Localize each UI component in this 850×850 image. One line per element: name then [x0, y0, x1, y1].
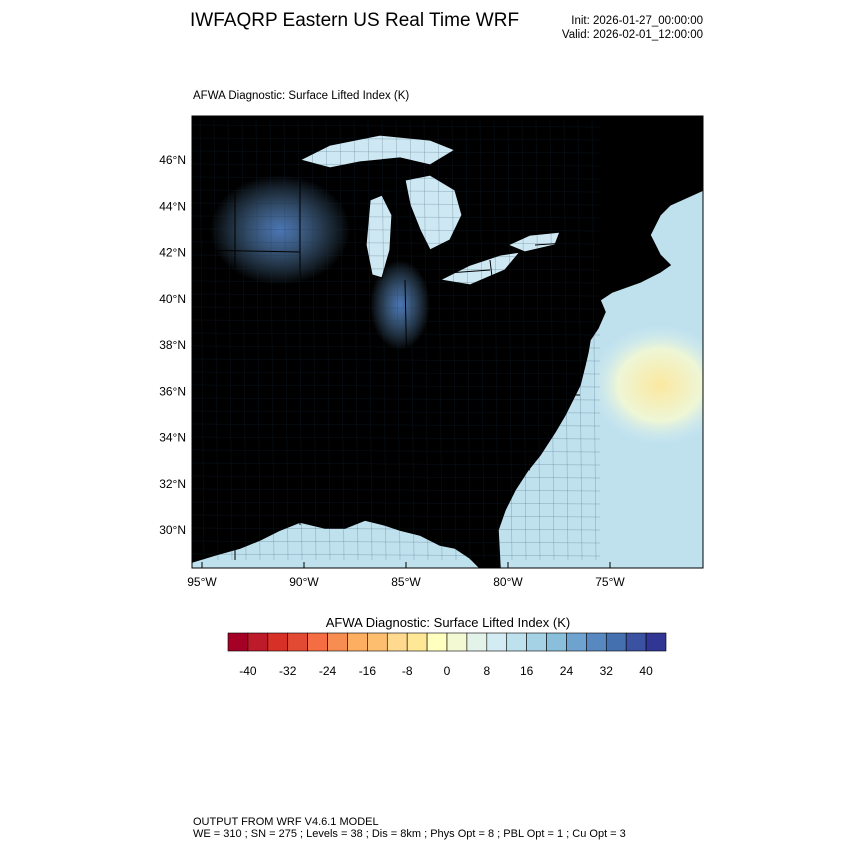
lake-erie: [438, 251, 522, 286]
lon-label: 85°W: [391, 575, 421, 589]
lat-label: 30°N: [159, 523, 186, 537]
model-info-line2: WE = 310 ; SN = 275 ; Levels = 38 ; Dis …: [193, 828, 626, 840]
time-info: Init: 2026-01-27_00:00:00 Valid: 2026-02…: [562, 14, 703, 42]
colorbar-box: [386, 632, 408, 652]
lon-label: 90°W: [289, 575, 319, 589]
colorbar-box: [546, 632, 567, 652]
lat-label: 32°N: [159, 477, 186, 491]
colorbar-label: -40: [239, 664, 257, 678]
colorbar-box: [486, 632, 508, 652]
lat-label: 40°N: [159, 292, 186, 306]
colorbar-box: [566, 632, 587, 652]
model-info: OUTPUT FROM WRF V4.6.1 MODEL WE = 310 ; …: [193, 816, 626, 840]
colorbar-label: 24: [560, 664, 574, 678]
colorbar-label: 8: [483, 664, 490, 678]
colorbar-box: [267, 632, 289, 652]
colorbar-label: -24: [319, 664, 337, 678]
lake-superior: [298, 134, 457, 169]
colorbar-box: [446, 632, 468, 652]
map-frame: [191, 115, 704, 569]
lon-label: 80°W: [493, 575, 523, 589]
colorbar-box: [406, 632, 428, 652]
max-area: [590, 325, 703, 445]
page-title: IWFAQRP Eastern US Real Time WRF: [190, 10, 520, 31]
colorbar-box: [287, 632, 308, 652]
plot-subtitle: AFWA Diagnostic: Surface Lifted Index (K…: [193, 90, 410, 102]
colorbar-label: -16: [359, 664, 377, 678]
lake-ontario: [506, 231, 561, 253]
valid-time: Valid: 2026-02-01_12:00:00: [561, 29, 703, 41]
colorbar-box: [645, 632, 667, 652]
low-area: [370, 260, 430, 350]
colorbar-box: [227, 632, 249, 652]
colorbar-box: [506, 632, 527, 652]
colorbar-box: [347, 632, 368, 652]
colorbar-box: [526, 632, 547, 652]
lake-michigan: [365, 194, 393, 279]
lon-label: 95°W: [187, 575, 217, 589]
county-borders: [192, 119, 601, 561]
lon-ticks: 95°W 90°W 85°W 80°W 75°W: [187, 562, 625, 589]
colorbar-box: [586, 632, 607, 652]
colorbar-label: 16: [520, 664, 534, 678]
colorbar: -40 -32 -24 -16 -8 0 8 16 24 32 40: [227, 632, 667, 678]
colorbar-label: 40: [639, 664, 653, 678]
colorbar-label: -8: [402, 664, 413, 678]
lat-ticks: 46°N 44°N 42°N 40°N 38°N 36°N 34°N 32°N 30°N: [159, 153, 198, 537]
colorbar-label: 32: [600, 664, 614, 678]
colorbar-label: 0: [444, 664, 451, 678]
colorbar-box: [466, 632, 488, 652]
lat-label: 36°N: [159, 384, 186, 398]
model-info-line1: OUTPUT FROM WRF V4.6.1 MODEL: [193, 816, 379, 828]
colorbar-box: [605, 632, 627, 652]
lake-huron: [404, 174, 463, 251]
lat-label: 34°N: [159, 431, 186, 445]
colorbar-box: [247, 632, 269, 652]
colorbar-box: [625, 632, 647, 652]
low-area: [210, 175, 350, 285]
lat-label: 42°N: [159, 246, 186, 260]
lat-label: 38°N: [159, 338, 186, 352]
colorbar-box: [426, 632, 448, 652]
colorbar-box: [307, 632, 328, 652]
colorbar-box: [367, 632, 388, 652]
lon-label: 75°W: [595, 575, 625, 589]
lat-label: 46°N: [159, 153, 186, 167]
init-time: Init: 2026-01-27_00:00:00: [571, 15, 703, 27]
colorbar-label: -32: [279, 664, 297, 678]
colorbar-box: [327, 632, 348, 652]
lat-label: 44°N: [159, 199, 186, 213]
colorbar-title: AFWA Diagnostic: Surface Lifted Index (K…: [325, 615, 571, 630]
